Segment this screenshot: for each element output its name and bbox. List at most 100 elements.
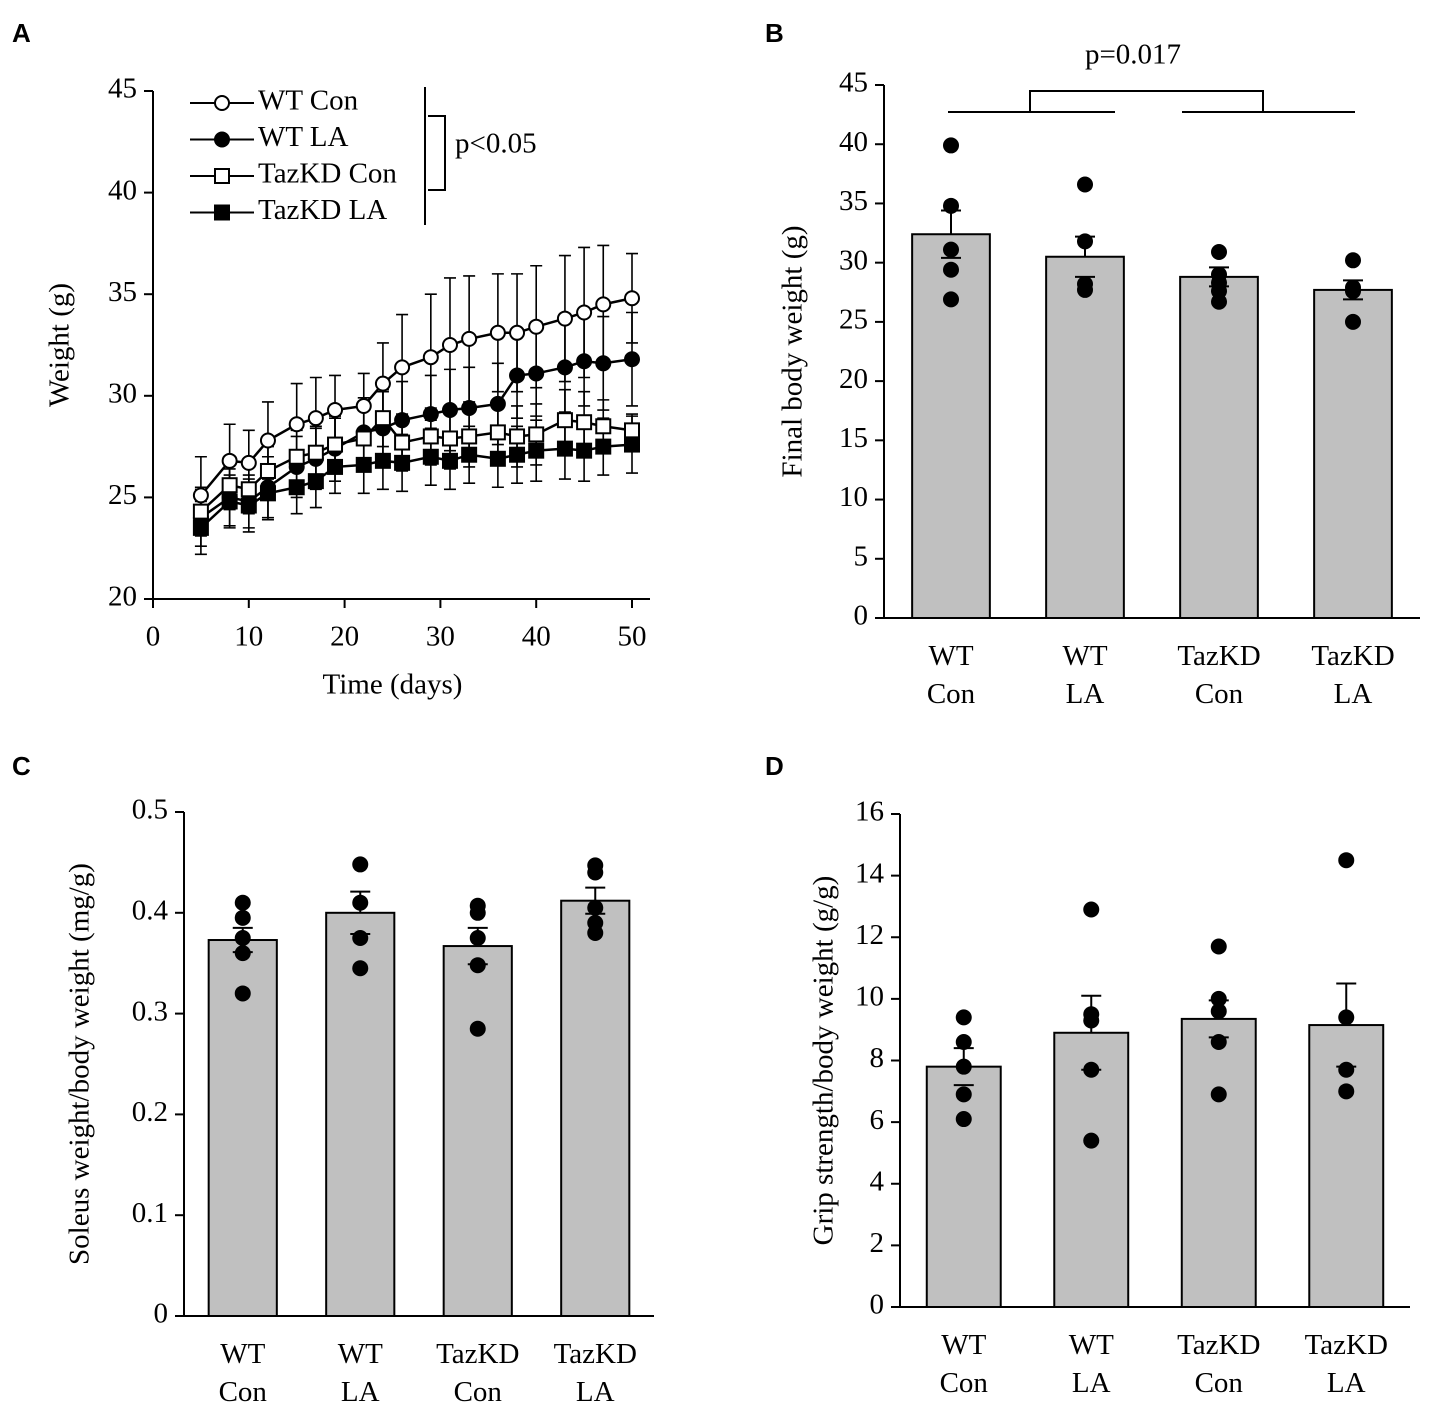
data-point <box>509 324 526 341</box>
data-point <box>595 296 612 313</box>
bar <box>560 899 631 1317</box>
data-point <box>943 291 959 308</box>
data-point <box>528 318 545 335</box>
y-tick-label: 10 <box>839 481 868 513</box>
data-point <box>587 899 604 916</box>
x-tick-label: 0 <box>146 621 161 653</box>
data-point <box>509 428 526 445</box>
data-point <box>955 1058 972 1075</box>
data-point <box>1210 1003 1227 1020</box>
data-point <box>469 904 486 921</box>
legend-label: TazKD LA <box>258 194 387 226</box>
bar <box>1179 275 1259 619</box>
data-point <box>355 456 372 473</box>
y-tick-label: 6 <box>870 1104 885 1136</box>
bar <box>442 945 513 1318</box>
legend-marker <box>214 168 230 184</box>
data-point <box>352 856 369 873</box>
bar <box>911 233 991 620</box>
data-point <box>556 359 573 376</box>
error-bar <box>941 209 961 235</box>
data-point <box>489 424 506 441</box>
data-point <box>1210 990 1227 1007</box>
data-point <box>528 365 545 382</box>
data-point <box>595 418 612 435</box>
data-point <box>192 487 209 504</box>
y-tick-label: 12 <box>855 919 884 951</box>
data-point <box>943 137 959 154</box>
panel-label: A <box>12 18 31 48</box>
data-point <box>943 241 959 258</box>
data-point <box>422 428 439 445</box>
x-tick-label: 30 <box>426 621 455 653</box>
data-point <box>192 519 209 536</box>
data-point <box>422 448 439 465</box>
data-point <box>1338 1009 1355 1026</box>
data-point <box>259 485 276 502</box>
y-tick-label: 0.1 <box>132 1197 168 1229</box>
data-point <box>576 304 593 321</box>
data-point <box>509 367 526 384</box>
data-point <box>192 503 209 520</box>
significance-bracket <box>948 90 1355 113</box>
annotation: p=0.017 <box>1085 39 1181 71</box>
y-tick-label: 40 <box>108 174 137 206</box>
x-tick-label: TazKD LA <box>1311 640 1394 710</box>
x-tick-label: 50 <box>618 621 647 653</box>
data-point <box>234 894 251 911</box>
data-point <box>955 1009 972 1026</box>
data-point <box>1077 281 1093 298</box>
x-tick-label: TazKD LA <box>1305 1329 1388 1399</box>
data-point <box>394 412 411 429</box>
data-point <box>489 395 506 412</box>
x-tick-label: WT Con <box>219 1338 268 1408</box>
data-point <box>1083 1061 1100 1078</box>
data-point <box>288 479 305 496</box>
data-point <box>1077 233 1093 250</box>
data-point <box>1210 1034 1227 1051</box>
data-point <box>1345 283 1361 300</box>
y-tick-label: 4 <box>870 1165 885 1197</box>
data-point <box>489 450 506 467</box>
y-tick-label: 20 <box>839 363 868 395</box>
y-tick-label: 0 <box>154 1298 169 1330</box>
data-point <box>1077 176 1093 193</box>
data-point <box>441 402 458 419</box>
data-point <box>259 462 276 479</box>
significance-bracket <box>424 87 446 225</box>
data-point <box>240 454 257 471</box>
data-point <box>441 452 458 469</box>
y-tick-label: 20 <box>108 581 137 613</box>
x-tick-label: 20 <box>330 621 359 653</box>
data-point <box>461 428 478 445</box>
y-axis-label: Weight (g) <box>44 283 76 407</box>
legend-marker <box>214 131 230 148</box>
data-point <box>374 410 391 427</box>
y-tick-label: 8 <box>870 1042 885 1074</box>
data-point <box>1345 252 1361 269</box>
data-point <box>221 477 238 494</box>
data-point <box>259 432 276 449</box>
y-tick-label: 16 <box>855 796 884 828</box>
data-point <box>943 197 959 214</box>
data-point <box>422 406 439 423</box>
data-point <box>307 410 324 427</box>
data-point <box>1083 1012 1100 1029</box>
data-point <box>374 375 391 392</box>
data-point <box>595 438 612 455</box>
annotation: p<0.05 <box>455 128 537 160</box>
data-point <box>576 353 593 370</box>
data-point <box>587 924 604 941</box>
y-axis-label: Soleus weight/body weight (mg/g) <box>64 863 96 1265</box>
legend-marker <box>214 204 230 221</box>
data-point <box>352 960 369 977</box>
y-tick-label: 10 <box>855 981 884 1013</box>
data-point <box>240 481 257 498</box>
data-point <box>1345 313 1361 330</box>
data-point <box>307 473 324 490</box>
data-point <box>352 894 369 911</box>
data-point <box>441 430 458 447</box>
data-point <box>1083 901 1100 918</box>
y-tick-label: 0.2 <box>132 1096 168 1128</box>
